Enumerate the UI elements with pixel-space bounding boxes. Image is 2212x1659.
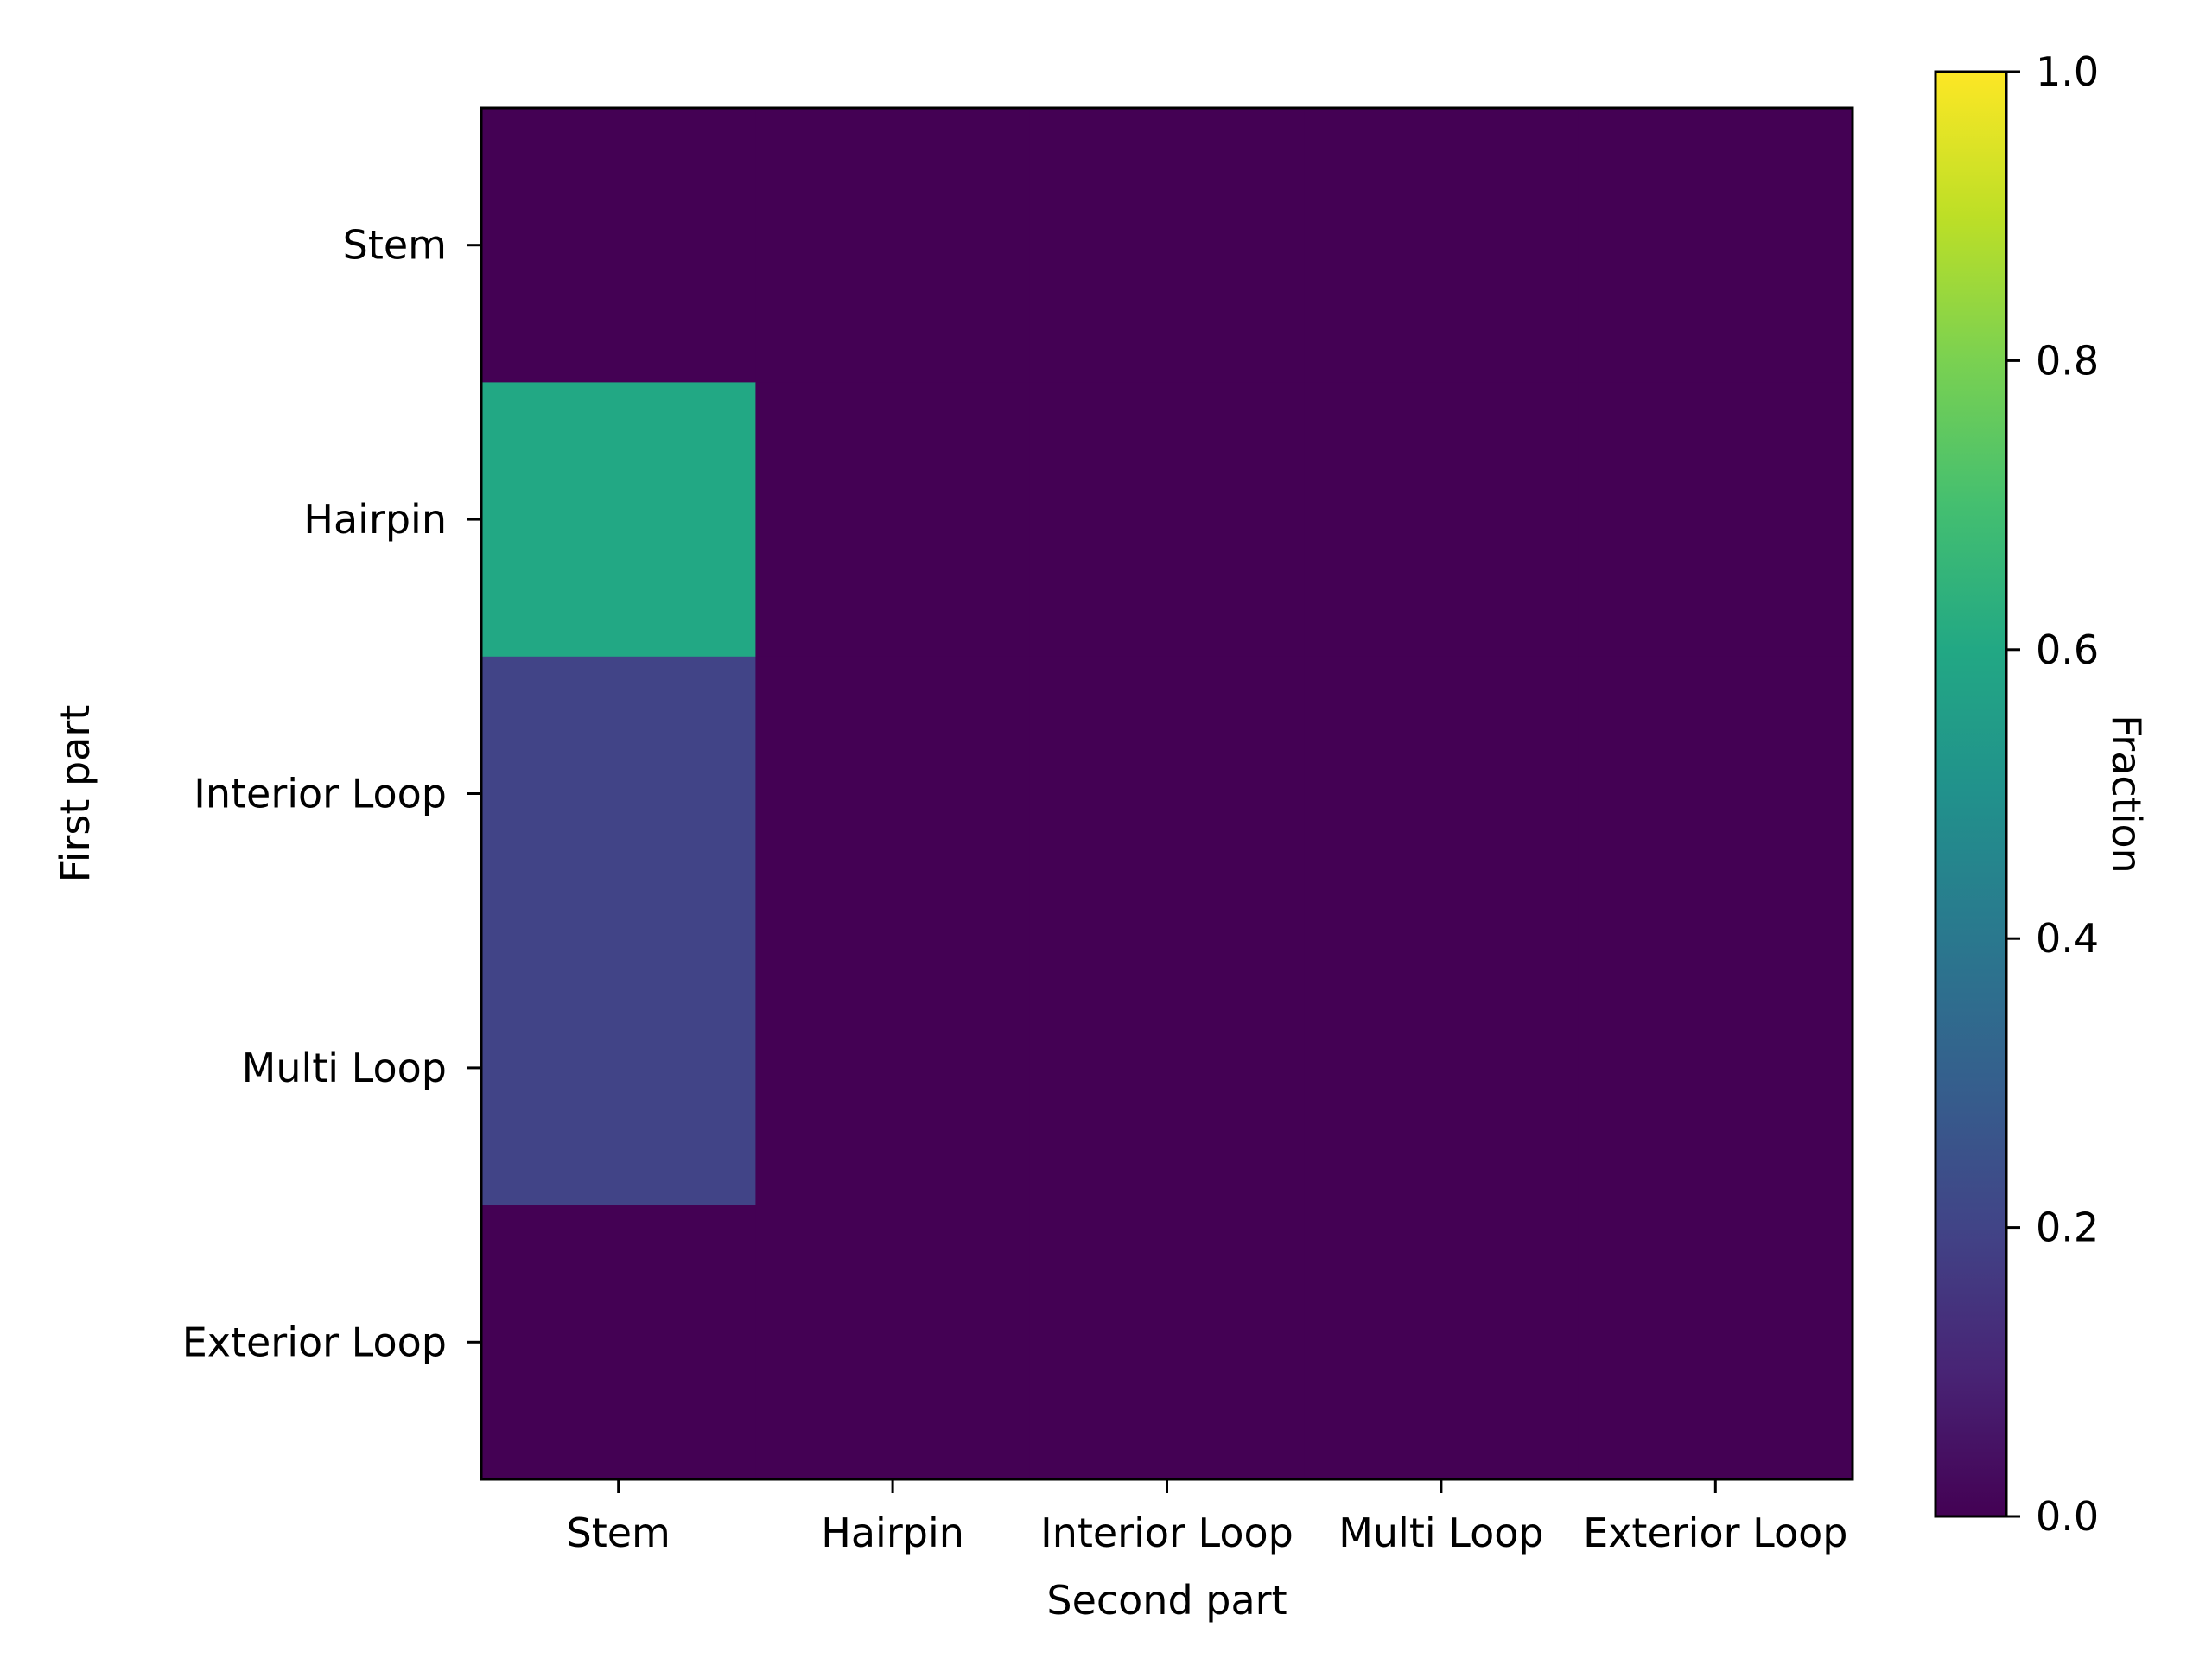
colorbar-ticks: 0.0 0.2 0.4 0.6 0.8 1.0 bbox=[2006, 48, 2099, 1540]
y-tick-label: Interior Loop bbox=[194, 771, 447, 817]
heatmap-cell-r1-c2 bbox=[1029, 382, 1305, 658]
heatmap-cell-r1-c3 bbox=[1304, 382, 1580, 658]
heatmap-cell-r1-c4 bbox=[1578, 382, 1853, 658]
heatmap-cell-r0-c4 bbox=[1578, 108, 1853, 383]
heatmap-cell-r0-c1 bbox=[755, 108, 1031, 383]
x-tick-label: Stem bbox=[567, 1510, 671, 1556]
heatmap-cell-r3-c4 bbox=[1578, 931, 1853, 1206]
heatmap-cell-r0-c0 bbox=[481, 108, 756, 383]
heatmap-cell-r3-c1 bbox=[755, 931, 1031, 1206]
colorbar-tick-label: 0.6 bbox=[2036, 626, 2099, 673]
heatmap-cell-r2-c4 bbox=[1578, 656, 1853, 931]
y-axis-label: First part bbox=[52, 705, 99, 883]
heatmap-cell-r0-c2 bbox=[1029, 108, 1305, 383]
x-axis-ticks: Stem Hairpin Interior Loop Multi Loop Exteri… bbox=[567, 1479, 1847, 1556]
heatmap-cell-r4-c1 bbox=[755, 1205, 1031, 1480]
colorbar-tick-label: 0.2 bbox=[2036, 1205, 2099, 1251]
x-tick-label: Multi Loop bbox=[1338, 1510, 1543, 1556]
x-axis-label: Second part bbox=[1046, 1577, 1287, 1624]
colorbar-tick-label: 0.8 bbox=[2036, 337, 2099, 384]
heatmap-cell-r4-c2 bbox=[1029, 1205, 1305, 1480]
heatmap-cell-r2-c3 bbox=[1304, 656, 1580, 931]
colorbar-tick-label: 0.4 bbox=[2036, 915, 2099, 962]
heatmap-cell-r2-c2 bbox=[1029, 656, 1305, 931]
heatmap-cell-r4-c4 bbox=[1578, 1205, 1853, 1480]
y-tick-label: Hairpin bbox=[303, 496, 447, 543]
heatmap-cell-r2-c0 bbox=[481, 656, 756, 931]
x-tick-label: Exterior Loop bbox=[1583, 1510, 1847, 1556]
y-tick-label: Multi Loop bbox=[242, 1045, 447, 1091]
heatmap-cell-r1-c0 bbox=[481, 382, 756, 658]
colorbar-tick-label: 1.0 bbox=[2036, 48, 2099, 95]
y-tick-label: Exterior Loop bbox=[182, 1319, 447, 1365]
heatmap-cell-r2-c1 bbox=[755, 656, 1031, 931]
heatmap-cell-r3-c2 bbox=[1029, 931, 1305, 1206]
heatmap-cell-r3-c3 bbox=[1304, 931, 1580, 1206]
heatmap-cell-r1-c1 bbox=[755, 382, 1031, 658]
heatmap-cells bbox=[481, 108, 1853, 1480]
x-tick-label: Interior Loop bbox=[1040, 1510, 1294, 1556]
heatmap-cell-r4-c3 bbox=[1304, 1205, 1580, 1480]
colorbar bbox=[1934, 70, 2008, 1518]
heatmap-cell-r4-c0 bbox=[481, 1205, 756, 1480]
x-tick-label: Hairpin bbox=[821, 1510, 964, 1556]
colorbar-tick-label: 0.0 bbox=[2036, 1493, 2099, 1540]
heatmap-cell-r3-c0 bbox=[481, 931, 756, 1206]
colorbar-label: Fraction bbox=[2103, 715, 2150, 874]
y-axis-ticks: Stem Hairpin Interior Loop Multi Loop Exteri… bbox=[182, 222, 481, 1365]
y-tick-label: Stem bbox=[343, 222, 447, 269]
heatmap-cell-r0-c3 bbox=[1304, 108, 1580, 383]
